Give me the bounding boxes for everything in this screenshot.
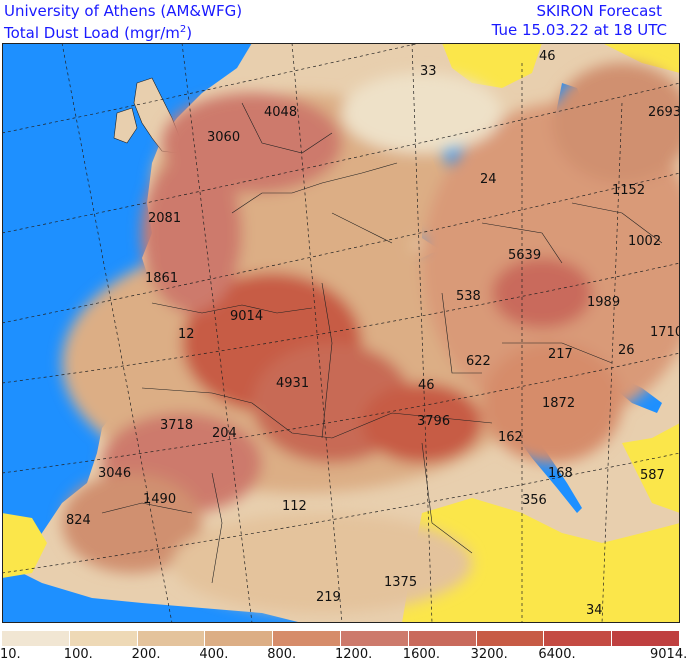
map-value-labels: 33 46 4048 2693 3060 24 1152 2081 1002 5… [66,49,680,618]
map-title: University of Athens (AM&WFG) [4,2,243,20]
value-label: 3060 [207,130,240,145]
dust-load-map: 33 46 4048 2693 3060 24 1152 2081 1002 5… [2,43,680,623]
unit-superscript: 2 [179,24,187,35]
dust-concentration-field [62,63,680,613]
map-frame [2,43,680,623]
value-label: 1375 [384,575,417,590]
legend-tick-label: 10. [0,647,21,662]
legend-swatch [2,631,70,646]
country-borders [101,102,663,584]
legend-tick-label: 800. [267,647,297,662]
value-label: 1152 [612,183,645,198]
value-label: 622 [466,354,491,369]
value-label: 4048 [264,105,297,120]
value-label: 1710 [650,325,680,340]
value-label: 5639 [508,248,541,263]
value-label: 24 [480,172,497,187]
value-label: 4931 [276,376,309,391]
value-label: 356 [522,493,547,508]
legend-swatch [408,631,477,646]
legend-swatch [340,631,409,646]
value-label: 1861 [145,271,178,286]
value-label: 824 [66,513,91,528]
gulf-of-guinea [2,563,302,623]
legend-tick-label: 9014. [650,647,688,662]
legend-swatch [544,631,613,646]
value-label: 2081 [148,211,181,226]
value-label: 112 [282,499,307,514]
value-label: 219 [316,590,341,605]
value-label: 1989 [587,295,620,310]
legend-swatch [273,631,341,646]
value-label: 46 [418,378,435,393]
value-label: 162 [498,430,523,445]
value-label: 204 [212,426,237,441]
legend-tick-label: 6400. [538,647,576,662]
value-label: 217 [548,347,573,362]
value-label: 2693 [648,105,680,120]
legend-swatch [205,631,274,646]
value-label: 46 [539,49,556,64]
graticule [2,43,680,623]
legend-tick-label: 200. [131,647,161,662]
legend-ticks: 10. 100. 200. 400. 800. 1200. 1600. 3200. 6400. 9… [0,648,700,662]
color-legend [2,631,680,646]
ireland [113,107,138,144]
value-label: 12 [178,327,195,342]
map-subtitle: Total Dust Load (mgr/m2) [4,24,193,42]
legend-swatch [612,631,680,646]
value-label: 9014 [230,309,263,324]
legend-tick-label: 1200. [335,647,373,662]
value-label: 33 [420,64,437,79]
value-label: 26 [618,343,635,358]
value-label: 587 [640,468,665,483]
legend-tick-label: 400. [199,647,229,662]
legend-tick-label: 3200. [470,647,508,662]
value-label: 1490 [143,492,176,507]
legend-swatch [476,631,545,646]
value-label: 168 [548,466,573,481]
forecast-datetime: Tue 15.03.22 at 18 UTC [491,21,667,39]
legend-swatch [137,631,206,646]
value-label: 1872 [542,396,575,411]
value-label: 3796 [417,414,450,429]
legend-swatch [69,631,138,646]
value-label: 1002 [628,234,661,249]
legend-tick-label: 1600. [402,647,441,662]
value-label: 34 [586,603,603,618]
value-label: 3718 [160,418,193,433]
value-label: 538 [456,289,481,304]
forecast-label: SKIRON Forecast [536,2,662,20]
value-label: 3046 [98,466,131,481]
legend-tick-label: 100. [63,647,93,662]
